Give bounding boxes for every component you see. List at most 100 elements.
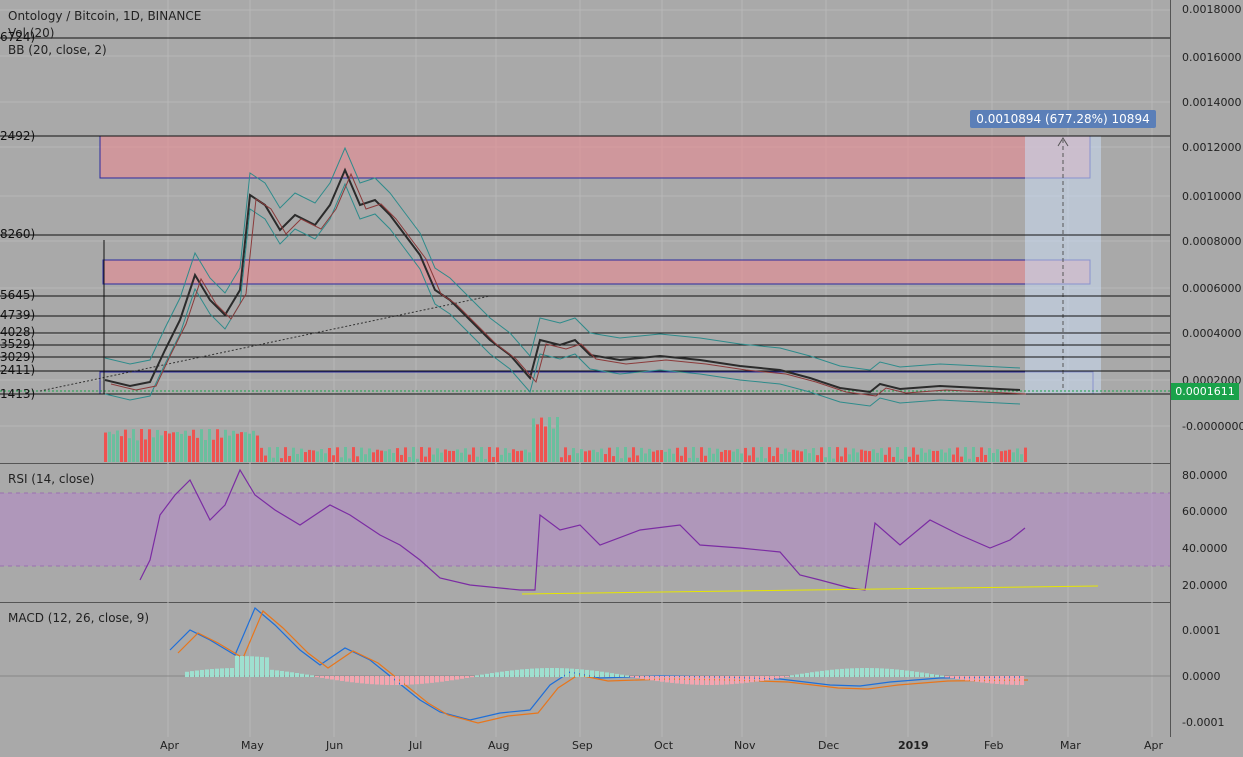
price-axis[interactable] <box>1170 0 1243 737</box>
rsi-pane[interactable] <box>0 463 1170 602</box>
volume-bar <box>620 458 623 462</box>
volume-bar <box>384 451 387 462</box>
volume-bar <box>504 448 507 462</box>
volume-bar <box>312 450 315 462</box>
macd-histogram-bar <box>400 676 404 685</box>
volume-bar <box>740 453 743 462</box>
macd-histogram-bar <box>655 676 659 682</box>
volume-bar <box>628 457 631 462</box>
macd-histogram-bar <box>440 676 444 682</box>
volume-bar <box>1012 452 1015 462</box>
macd-histogram-bar <box>735 676 739 684</box>
volume-bar <box>248 433 251 462</box>
macd-histogram-bar <box>950 676 954 679</box>
price-tick: 0.0014000 <box>1182 96 1242 109</box>
volume-bar <box>688 457 691 462</box>
volume-bar <box>852 448 855 462</box>
volume-bar <box>192 429 195 462</box>
macd-histogram-bar <box>285 671 289 677</box>
volume-bar <box>468 454 471 462</box>
bb-basis <box>110 172 1027 397</box>
volume-bar <box>328 447 331 462</box>
macd-histogram-bar <box>395 676 399 685</box>
volume-bar <box>796 450 799 462</box>
volume-bar <box>436 448 439 462</box>
volume-bar <box>544 426 547 462</box>
level-label: 2411) <box>0 363 36 377</box>
macd-histogram-bar <box>385 676 389 685</box>
current-price-tag: 0.0001611 <box>1171 383 1239 400</box>
macd-histogram-bar <box>835 669 839 677</box>
level-label: 8260) <box>0 227 36 241</box>
volume-bar <box>948 448 951 462</box>
time-tick: Apr <box>160 739 180 752</box>
volume-bar <box>784 448 787 462</box>
volume-bar <box>640 447 643 462</box>
bb-indicator-label[interactable]: BB (20, close, 2) <box>8 43 107 57</box>
measurement-label[interactable]: 0.0010894 (677.28%) 10894 <box>970 110 1156 128</box>
rsi-indicator-label[interactable]: RSI (14, close) <box>8 472 95 486</box>
volume-bar <box>528 452 531 462</box>
volume-bar <box>340 457 343 462</box>
macd-histogram-bar <box>605 672 609 677</box>
volume-bar <box>472 447 475 462</box>
macd-histogram-bar <box>525 668 529 677</box>
volume-bar <box>104 432 107 462</box>
volume-bar <box>920 448 923 462</box>
macd-histogram-bar <box>780 676 784 678</box>
volume-bar <box>840 456 843 462</box>
rsi-line <box>139 468 1026 591</box>
volume-bar <box>572 448 575 462</box>
volume-bar <box>964 447 967 462</box>
symbol-title[interactable]: Ontology / Bitcoin, 1D, BINANCE <box>8 9 202 23</box>
time-tick: Oct <box>654 739 674 752</box>
macd-indicator-label[interactable]: MACD (12, 26, close, 9) <box>8 611 150 625</box>
macd-histogram-bar <box>1010 676 1014 685</box>
volume-bar <box>1008 449 1011 462</box>
volume-bar <box>392 452 395 462</box>
macd-histogram-bar <box>360 676 364 684</box>
macd-histogram-bar <box>460 676 464 679</box>
volume-bar <box>508 452 511 462</box>
macd-histogram-bar <box>625 675 629 677</box>
volume-bar <box>520 450 523 462</box>
volume-bar <box>516 451 519 462</box>
macd-histogram-bar <box>810 672 814 677</box>
volume-bar <box>660 450 663 462</box>
volume-bar <box>400 454 403 462</box>
macd-histogram-bar <box>960 676 964 680</box>
volume-bar <box>208 429 211 462</box>
volume-bar <box>652 451 655 462</box>
macd-histogram-bar <box>345 676 349 682</box>
vol-indicator-label[interactable]: Vol (20) <box>8 26 55 40</box>
macd-histogram-bar <box>925 673 929 677</box>
trend-line <box>39 295 491 392</box>
volume-bar <box>760 447 763 462</box>
macd-histogram-bar <box>1005 676 1009 685</box>
volume-bar <box>728 450 731 462</box>
macd-histogram-bar <box>495 672 499 677</box>
macd-histogram-bar <box>275 670 279 677</box>
volume-bar <box>120 436 123 462</box>
level-label: 1413) <box>0 387 36 401</box>
volume-bar <box>604 454 607 462</box>
volume-bar <box>444 449 447 462</box>
macd-histogram-bar <box>295 673 299 677</box>
macd-histogram-bar <box>690 676 694 685</box>
macd-histogram-bar <box>375 676 379 685</box>
macd-histogram-bar <box>315 676 319 678</box>
volume-bar <box>908 456 911 462</box>
volume-bar <box>924 452 927 462</box>
price-tick: 0.0008000 <box>1182 235 1242 248</box>
volume-bar <box>912 447 915 462</box>
macd-histogram-bar <box>530 668 534 677</box>
volume-bar <box>972 447 975 462</box>
volume-bar <box>552 428 555 462</box>
volume-bar <box>224 429 227 462</box>
macd-histogram-bar <box>855 668 859 677</box>
macd-pane[interactable] <box>0 602 1170 738</box>
volume-bar <box>240 432 243 462</box>
volume-bar <box>980 447 983 462</box>
macd-histogram-bar <box>280 670 284 677</box>
